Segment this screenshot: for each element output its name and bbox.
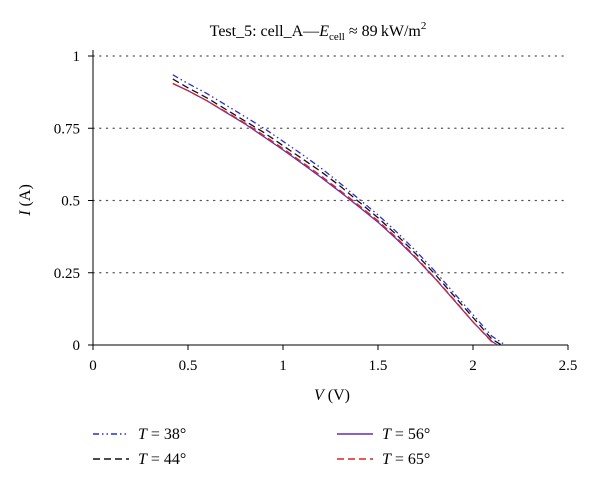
x-tick-label: 2.5 — [559, 358, 578, 374]
legend-rest: = 38° — [147, 426, 186, 443]
legend-rest: = 44° — [147, 451, 186, 468]
legend-label-1: T = 38° — [138, 426, 186, 443]
chart-title: Test_5: cell_A—Ecell ≈ 89 kW/m2 — [210, 20, 427, 43]
y-axis-label: I (A) — [17, 184, 34, 217]
legend-label-3: T = 56° — [382, 426, 430, 443]
title-sup: 2 — [421, 20, 427, 32]
axes — [92, 50, 568, 346]
x-axis-ticks: 0 0.5 1 1.5 2 2.5 — [89, 345, 577, 374]
title-suffix: ≈ 89 kW/m — [345, 23, 422, 40]
x-axis-var: V — [314, 387, 326, 404]
title-e: E — [318, 23, 329, 40]
series-line-1 — [172, 74, 506, 346]
grid-lines — [92, 55, 569, 274]
y-axis-unit: (A) — [17, 184, 34, 210]
series-line-4 — [172, 82, 497, 346]
legend-var: T — [138, 426, 148, 443]
legend-var: T — [138, 451, 148, 468]
title-sub: cell — [329, 31, 345, 43]
y-tick-label: 1 — [73, 49, 81, 65]
x-tick-label: 0 — [89, 358, 97, 374]
legend-label-2: T = 44° — [138, 451, 186, 468]
legend-label-4: T = 65° — [382, 451, 430, 468]
x-axis-label: V (V) — [314, 387, 350, 404]
series-line-3 — [172, 82, 499, 346]
series-lines — [172, 74, 506, 346]
y-tick-label: 0.5 — [61, 194, 80, 210]
y-tick-label: 0 — [73, 338, 81, 354]
legend-var: T — [382, 426, 392, 443]
y-tick-label: 0.25 — [54, 266, 80, 282]
legend-rest: = 65° — [391, 451, 430, 468]
series-line-2 — [172, 78, 502, 346]
x-tick-label: 2 — [469, 358, 477, 374]
y-axis-ticks: 0 0.25 0.5 0.75 1 — [54, 49, 93, 354]
y-tick-label: 0.75 — [54, 121, 80, 137]
legend-rest: = 56° — [391, 426, 430, 443]
x-axis-unit: (V) — [324, 387, 350, 404]
title-prefix: Test_5: cell_A— — [210, 23, 321, 40]
x-tick-label: 1.5 — [369, 358, 388, 374]
legend: T = 38°T = 44°T = 56°T = 65° — [93, 426, 430, 468]
y-axis-var: I — [17, 210, 34, 217]
x-tick-label: 1 — [279, 358, 287, 374]
legend-var: T — [382, 451, 392, 468]
x-tick-label: 0.5 — [179, 358, 198, 374]
